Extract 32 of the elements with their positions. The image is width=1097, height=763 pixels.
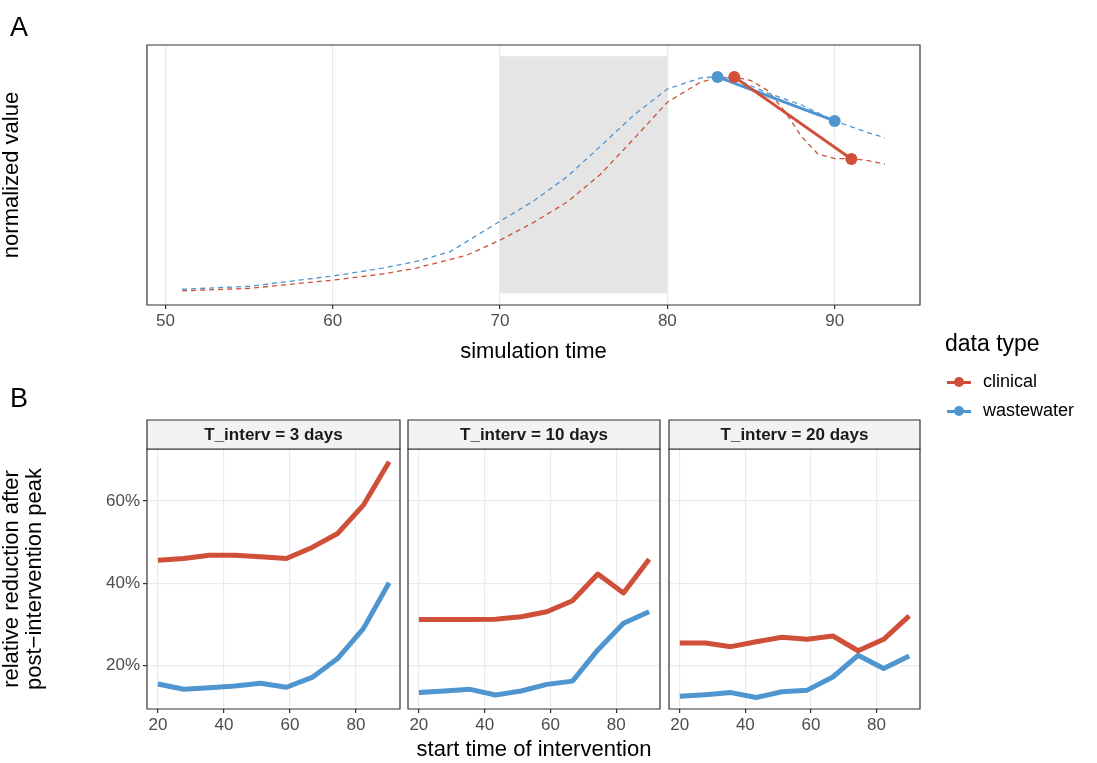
x-tick-label: 20	[409, 714, 429, 734]
x-tick-label: 70	[490, 310, 510, 330]
chart-title: T_interv = 10 days	[460, 424, 608, 444]
x-tick-label: 80	[657, 310, 677, 330]
y-axis-title: normalized value	[0, 91, 23, 259]
x-tick-label: 80	[866, 714, 886, 734]
x-tick-label: 90	[825, 310, 845, 330]
x-tick-label: 60	[801, 714, 821, 734]
x-tick-label: 20	[148, 714, 168, 734]
x-tick-label: 60	[280, 714, 300, 734]
x-axis-title: start time of intervention	[416, 735, 652, 761]
x-tick-label: 40	[735, 714, 755, 734]
y-axis-title: relative reduction after post−intervention peak	[0, 467, 46, 690]
y-tick-label: 60%	[105, 490, 140, 510]
x-tick-label: 60	[323, 310, 343, 330]
x-tick-label: 50	[155, 310, 175, 330]
text: A	[10, 12, 29, 43]
x-tick-label: 40	[475, 714, 495, 734]
x-axis-title: simulation time	[460, 337, 607, 363]
legend-label: clinical	[983, 371, 1038, 392]
legend-label: wastewater	[983, 400, 1075, 421]
x-tick-label: 80	[346, 714, 366, 734]
x-tick-label: 60	[540, 714, 560, 734]
x-tick-label: 80	[606, 714, 626, 734]
y-tick-label: 40%	[105, 572, 140, 592]
text: B	[10, 383, 29, 414]
x-tick-label: 20	[670, 714, 690, 734]
chart-title: T_interv = 20 days	[720, 424, 869, 444]
y-tick-label: 20%	[105, 654, 140, 674]
chart-title: T_interv = 3 days	[204, 424, 343, 444]
x-tick-label: 40	[214, 714, 234, 734]
legend-title: data type	[945, 330, 1041, 357]
